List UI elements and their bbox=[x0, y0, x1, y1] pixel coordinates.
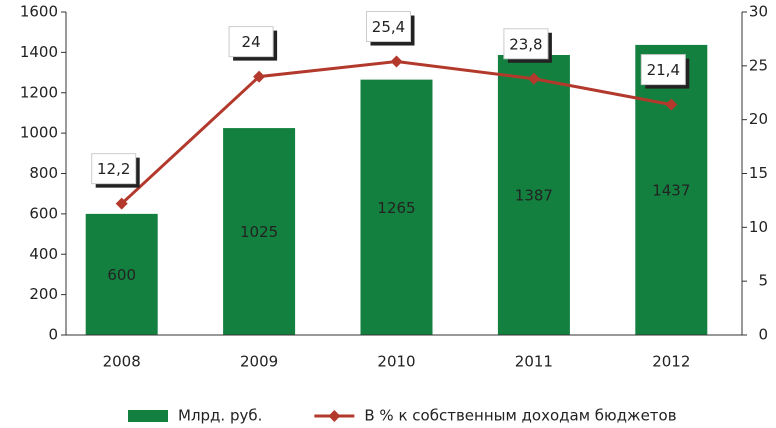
x-tick-label: 2012 bbox=[652, 353, 690, 371]
bar-value-label: 1437 bbox=[652, 181, 690, 199]
bar bbox=[635, 44, 708, 335]
label-box bbox=[640, 54, 686, 86]
bar-value-label: 600 bbox=[107, 266, 136, 284]
label-box bbox=[366, 11, 411, 43]
line-marker bbox=[527, 72, 540, 85]
bar-value-label: 1387 bbox=[515, 186, 553, 204]
y2-tick-label: 5 bbox=[758, 272, 768, 290]
legend-swatch bbox=[128, 410, 168, 422]
y-tick-label: 600 bbox=[29, 204, 58, 222]
line-value-label: 23,8 bbox=[509, 35, 542, 53]
bar bbox=[223, 128, 296, 335]
x-tick-label: 2010 bbox=[377, 353, 415, 371]
line-marker bbox=[665, 98, 678, 111]
y-tick-label: 1600 bbox=[20, 3, 58, 21]
label-box bbox=[91, 153, 137, 185]
line-marker bbox=[115, 197, 128, 210]
y-tick-label: 800 bbox=[29, 164, 58, 182]
y-tick-label: 200 bbox=[29, 285, 58, 303]
line-value-label: 24 bbox=[242, 33, 261, 51]
x-tick-label: 2008 bbox=[103, 353, 141, 371]
line-marker bbox=[253, 70, 266, 83]
legend-marker bbox=[328, 410, 341, 422]
bar bbox=[360, 79, 433, 335]
bar bbox=[85, 213, 158, 335]
line-marker bbox=[390, 55, 403, 68]
line-value-label: 21,4 bbox=[647, 61, 680, 79]
bar-value-label: 1025 bbox=[240, 223, 278, 241]
bar-value-label: 1265 bbox=[377, 199, 415, 217]
legend-label: В % к собственным доходам бюджетов bbox=[364, 407, 676, 425]
y2-tick-label: 15 bbox=[749, 164, 768, 182]
x-tick-label: 2009 bbox=[240, 353, 278, 371]
y2-tick-label: 0 bbox=[758, 326, 768, 344]
y-tick-label: 1400 bbox=[20, 43, 58, 61]
legend-label: Млрд. руб. bbox=[178, 407, 262, 425]
label-box bbox=[228, 26, 274, 58]
label-box bbox=[503, 28, 549, 60]
y-tick-label: 1000 bbox=[20, 124, 58, 142]
y2-tick-label: 25 bbox=[749, 56, 768, 74]
y2-tick-label: 30 bbox=[749, 3, 768, 21]
y2-tick-label: 10 bbox=[749, 218, 768, 236]
y-tick-label: 400 bbox=[29, 245, 58, 263]
y2-tick-label: 20 bbox=[749, 110, 768, 128]
y-tick-label: 0 bbox=[48, 326, 58, 344]
y-tick-label: 1200 bbox=[20, 83, 58, 101]
line-value-label: 12,2 bbox=[97, 160, 130, 178]
line-value-label: 25,4 bbox=[372, 18, 405, 36]
bar bbox=[497, 54, 570, 335]
x-tick-label: 2011 bbox=[515, 353, 553, 371]
